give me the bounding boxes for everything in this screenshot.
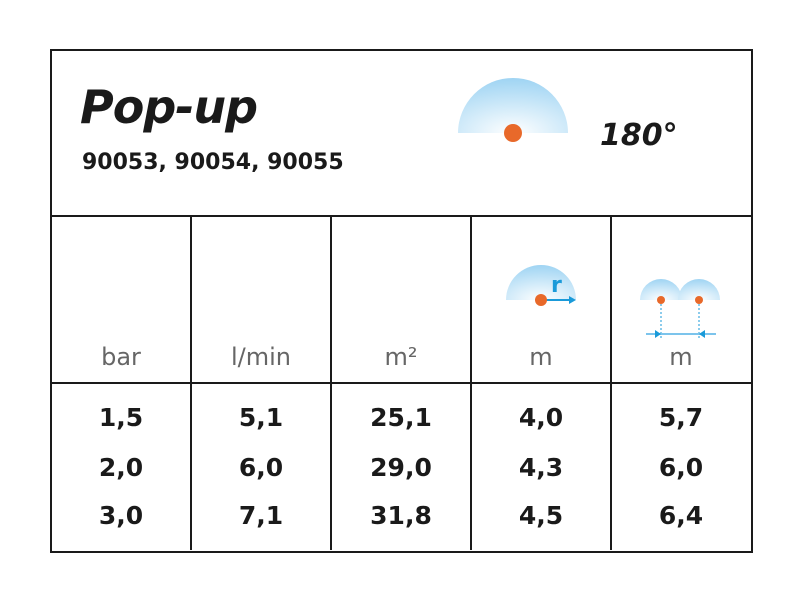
divider	[610, 216, 612, 550]
radius-icon: r	[506, 265, 576, 306]
table-cell: 29,0	[370, 453, 432, 482]
table-cell: 2,0	[98, 453, 144, 482]
unit-area: m²	[384, 343, 418, 371]
table-cell: 5,7	[658, 403, 704, 432]
table-cell: 5,1	[238, 403, 284, 432]
divider	[470, 216, 472, 550]
unit-pressure: bar	[101, 343, 141, 371]
table-cell: 6,0	[238, 453, 284, 482]
divider	[330, 216, 332, 550]
unit-radius: m	[529, 343, 553, 371]
spacing-icon	[640, 279, 720, 338]
spec-table	[50, 49, 753, 553]
table-cell: 4,3	[518, 453, 564, 482]
half-circle-spray-icon	[458, 78, 568, 142]
table-cell: 31,8	[370, 501, 432, 530]
product-title: Pop-up	[80, 80, 258, 134]
unit-flow: l/min	[230, 343, 291, 371]
model-numbers: 90053, 90054, 90055	[82, 150, 344, 175]
divider	[50, 215, 751, 217]
spray-angle: 180°	[600, 118, 678, 153]
table-cell: 7,1	[238, 501, 284, 530]
radius-label: r	[551, 273, 562, 298]
table-cell: 25,1	[370, 403, 432, 432]
table-cell: 6,0	[658, 453, 704, 482]
table-cell: 4,5	[518, 501, 564, 530]
table-cell: 1,5	[98, 403, 144, 432]
table-cell: 6,4	[658, 501, 704, 530]
divider	[50, 382, 751, 384]
divider	[190, 216, 192, 550]
table-cell: 3,0	[98, 501, 144, 530]
table-cell: 4,0	[518, 403, 564, 432]
unit-spacing: m	[669, 343, 693, 371]
